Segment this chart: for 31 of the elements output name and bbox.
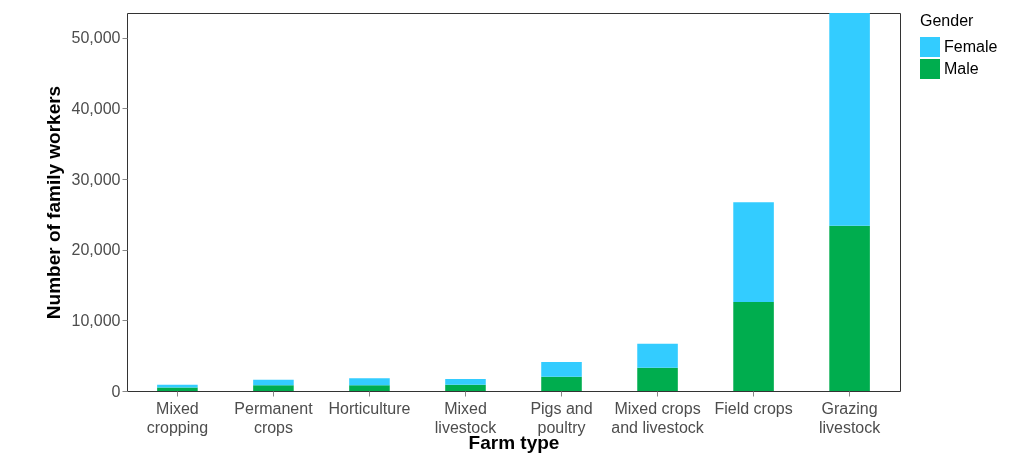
y-tick-label: 20,000 (71, 241, 121, 259)
legend-label: Female (944, 38, 998, 55)
x-tick-label: Mixed livestock (434, 399, 498, 436)
x-tick-label: Mixed crops and livestock (611, 399, 705, 436)
bar (637, 343, 678, 368)
bar (733, 202, 774, 302)
y-axis-title: Number of family workers (42, 85, 64, 320)
y-tick-label: 10,000 (71, 311, 121, 329)
bar (253, 379, 294, 386)
bar (541, 376, 582, 391)
legend-label: Male (944, 60, 979, 77)
bar (349, 378, 390, 386)
x-tick-label: Field crops (714, 399, 793, 417)
x-tick-label: Mixed cropping (146, 399, 209, 436)
y-tick-label: 0 (111, 382, 121, 400)
bar (637, 367, 678, 391)
bar (541, 362, 582, 377)
bar (445, 378, 486, 385)
bar (253, 385, 294, 391)
y-tick-label: 50,000 (71, 29, 121, 47)
bar (829, 13, 870, 226)
bar (445, 384, 486, 391)
x-tick-label: Grazing livestock (818, 399, 882, 436)
y-tick-label: 30,000 (71, 170, 121, 188)
x-tick-label: Permanent crops (234, 399, 314, 436)
bar (829, 225, 870, 391)
bar (733, 301, 774, 391)
x-tick-label: Horticulture (328, 399, 411, 417)
legend-title: Gender (920, 12, 975, 29)
bar (349, 385, 390, 391)
y-tick-label: 40,000 (71, 99, 121, 117)
